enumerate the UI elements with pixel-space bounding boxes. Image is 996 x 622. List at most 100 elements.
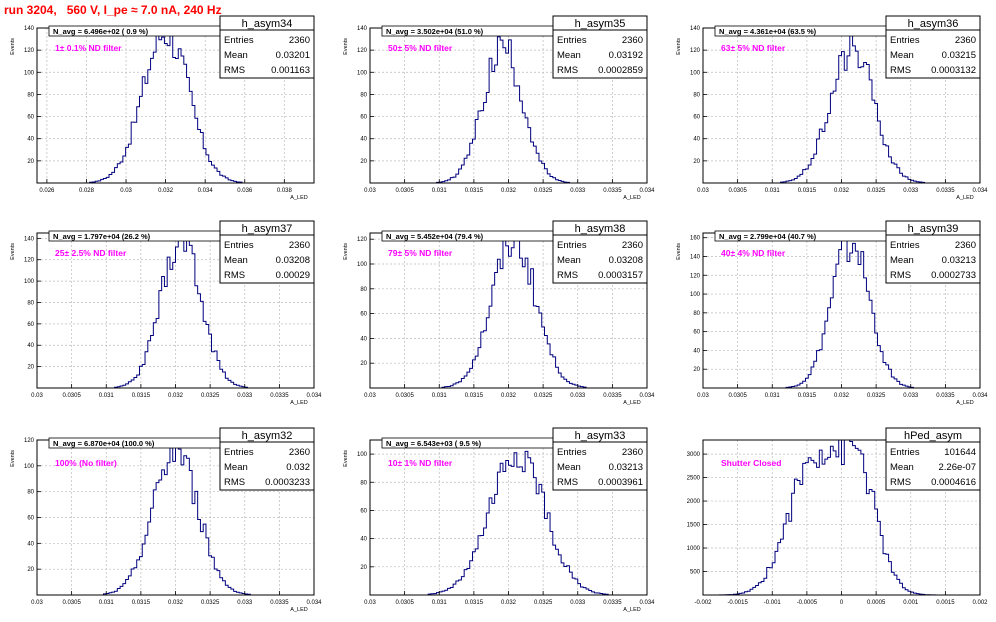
- y-tick-label: 60: [27, 322, 34, 328]
- x-tick-label: 0.0335: [270, 600, 289, 606]
- histogram-name: h_asym39: [908, 223, 959, 235]
- y-tick-label: 60: [360, 312, 367, 318]
- y-axis-label: Events: [10, 38, 16, 55]
- y-tick-label: 120: [24, 438, 35, 444]
- y-tick-label: 40: [27, 343, 34, 349]
- y-tick-label: 2000: [687, 499, 701, 505]
- x-tick-label: 0.0305: [395, 393, 414, 399]
- navg-label: N_avg = 6.496e+02 ( 0.9 %): [53, 27, 149, 36]
- x-axis-label: A_LED: [623, 400, 640, 406]
- x-tick-label: 0.032: [158, 188, 174, 194]
- x-tick-label: 0.031: [99, 393, 115, 399]
- stats-box: [552, 427, 648, 491]
- y-tick-label: 120: [24, 258, 35, 264]
- y-tick-label: 3000: [687, 452, 701, 458]
- x-tick-label: 0.031: [432, 600, 448, 606]
- x-tick-label: 0.0305: [62, 393, 81, 399]
- y-tick-label: 500: [690, 570, 701, 576]
- navg-label: N_avg = 2.799e+04 (40.7 %): [719, 232, 817, 241]
- x-tick-label: 0.0335: [270, 393, 289, 399]
- x-tick-label: -0.0015: [727, 600, 748, 606]
- x-tick-label: 0.0005: [867, 600, 886, 606]
- y-tick-label: 40: [693, 348, 700, 354]
- y-tick-label: 40: [27, 137, 34, 143]
- y-tick-label: 100: [690, 292, 701, 298]
- stats-key-entries: Entries: [890, 240, 920, 251]
- y-axis-label: Events: [343, 38, 349, 55]
- filter-annotation: 10± 1% ND filter: [388, 458, 453, 468]
- stats-value-entries: 2360: [289, 240, 310, 251]
- y-tick-label: 100: [690, 70, 701, 76]
- histogram-panel-hPed_asym: -0.002 -0.0015 -0.001 -0.0005 0 0.0005 0.001 0.…: [687, 427, 988, 606]
- x-tick-label: 0.033: [570, 393, 586, 399]
- x-tick-label: 0.0325: [201, 600, 220, 606]
- stats-box: [219, 15, 315, 79]
- x-tick-label: 0.0325: [201, 393, 220, 399]
- x-tick-label: 0.0335: [603, 188, 622, 194]
- stats-value-mean: 0.03215: [942, 50, 976, 61]
- x-tick-label: 0.033: [903, 393, 919, 399]
- filter-annotation: 25± 2.5% ND filter: [55, 248, 127, 258]
- histogram-panel-h_asym39: 0.03 0.0305 0.031 0.0315 0.032 0.0325 0.033 0.0…: [676, 220, 988, 406]
- x-tick-label: 0.033: [237, 600, 253, 606]
- stats-box: [219, 220, 315, 284]
- x-tick-label: 0.032: [501, 393, 517, 399]
- x-tick-label: 0.033: [570, 600, 586, 606]
- y-tick-label: 20: [27, 159, 34, 165]
- stats-value-rms: 0.001163: [271, 65, 310, 76]
- x-tick-label: 0.032: [834, 393, 850, 399]
- stats-value-mean: 0.03213: [609, 462, 643, 473]
- y-tick-label: 100: [24, 464, 35, 470]
- stats-key-rms: RMS: [557, 270, 578, 281]
- x-tick-label: 0.03: [120, 188, 132, 194]
- stats-key-entries: Entries: [224, 35, 254, 46]
- y-tick-label: 80: [693, 311, 700, 317]
- x-tick-label: 0.033: [570, 188, 586, 194]
- x-tick-label: 0.03: [697, 188, 709, 194]
- x-tick-label: 0.032: [168, 600, 184, 606]
- histogram-name: hPed_asym: [904, 430, 962, 442]
- y-tick-label: 40: [693, 137, 700, 143]
- x-tick-label: 0.0315: [465, 600, 484, 606]
- stats-value-rms: 0.00029: [276, 270, 310, 281]
- navg-label: N_avg = 6.870e+04 (100.0 %): [53, 439, 155, 448]
- x-tick-label: -0.001: [764, 600, 782, 606]
- y-tick-label: 100: [24, 279, 35, 285]
- stats-key-entries: Entries: [890, 35, 920, 46]
- y-tick-label: 60: [360, 115, 367, 121]
- x-tick-label: 0.0325: [534, 188, 553, 194]
- stats-key-entries: Entries: [890, 447, 920, 458]
- x-tick-label: 0.032: [501, 600, 517, 606]
- stats-key-rms: RMS: [890, 65, 911, 76]
- y-tick-label: 40: [27, 541, 34, 547]
- stats-value-rms: 0.0003157: [598, 270, 643, 281]
- stats-key-rms: RMS: [224, 65, 245, 76]
- x-axis-label: A_LED: [290, 400, 307, 406]
- x-tick-label: 0.0315: [798, 393, 817, 399]
- x-tick-label: 0.033: [903, 188, 919, 194]
- x-tick-label: 0.031: [765, 393, 781, 399]
- y-tick-label: 80: [27, 92, 34, 98]
- x-tick-label: 0.031: [432, 188, 448, 194]
- x-tick-label: 0.0325: [867, 393, 886, 399]
- x-tick-label: 0.0315: [465, 393, 484, 399]
- stats-value-rms: 0.0002859: [598, 65, 643, 76]
- stats-key-mean: Mean: [890, 50, 914, 61]
- x-tick-label: 0.03: [31, 393, 43, 399]
- x-tick-label: 0.03: [364, 600, 376, 606]
- y-tick-label: 20: [360, 565, 367, 571]
- stats-value-rms: 0.0003233: [265, 477, 310, 488]
- stats-value-mean: 0.03201: [276, 50, 310, 61]
- x-tick-label: 0.0015: [936, 600, 955, 606]
- y-tick-label: 1000: [687, 546, 701, 552]
- x-tick-label: 0.0305: [728, 188, 747, 194]
- stats-value-mean: 0.03208: [276, 255, 310, 266]
- x-tick-label: 0.032: [501, 188, 517, 194]
- y-tick-label: 20: [693, 159, 700, 165]
- stats-key-entries: Entries: [224, 447, 254, 458]
- stats-value-entries: 2360: [289, 447, 310, 458]
- x-tick-label: 0.0305: [395, 188, 414, 194]
- y-tick-label: 20: [693, 367, 700, 373]
- x-tick-label: 0.0335: [936, 393, 955, 399]
